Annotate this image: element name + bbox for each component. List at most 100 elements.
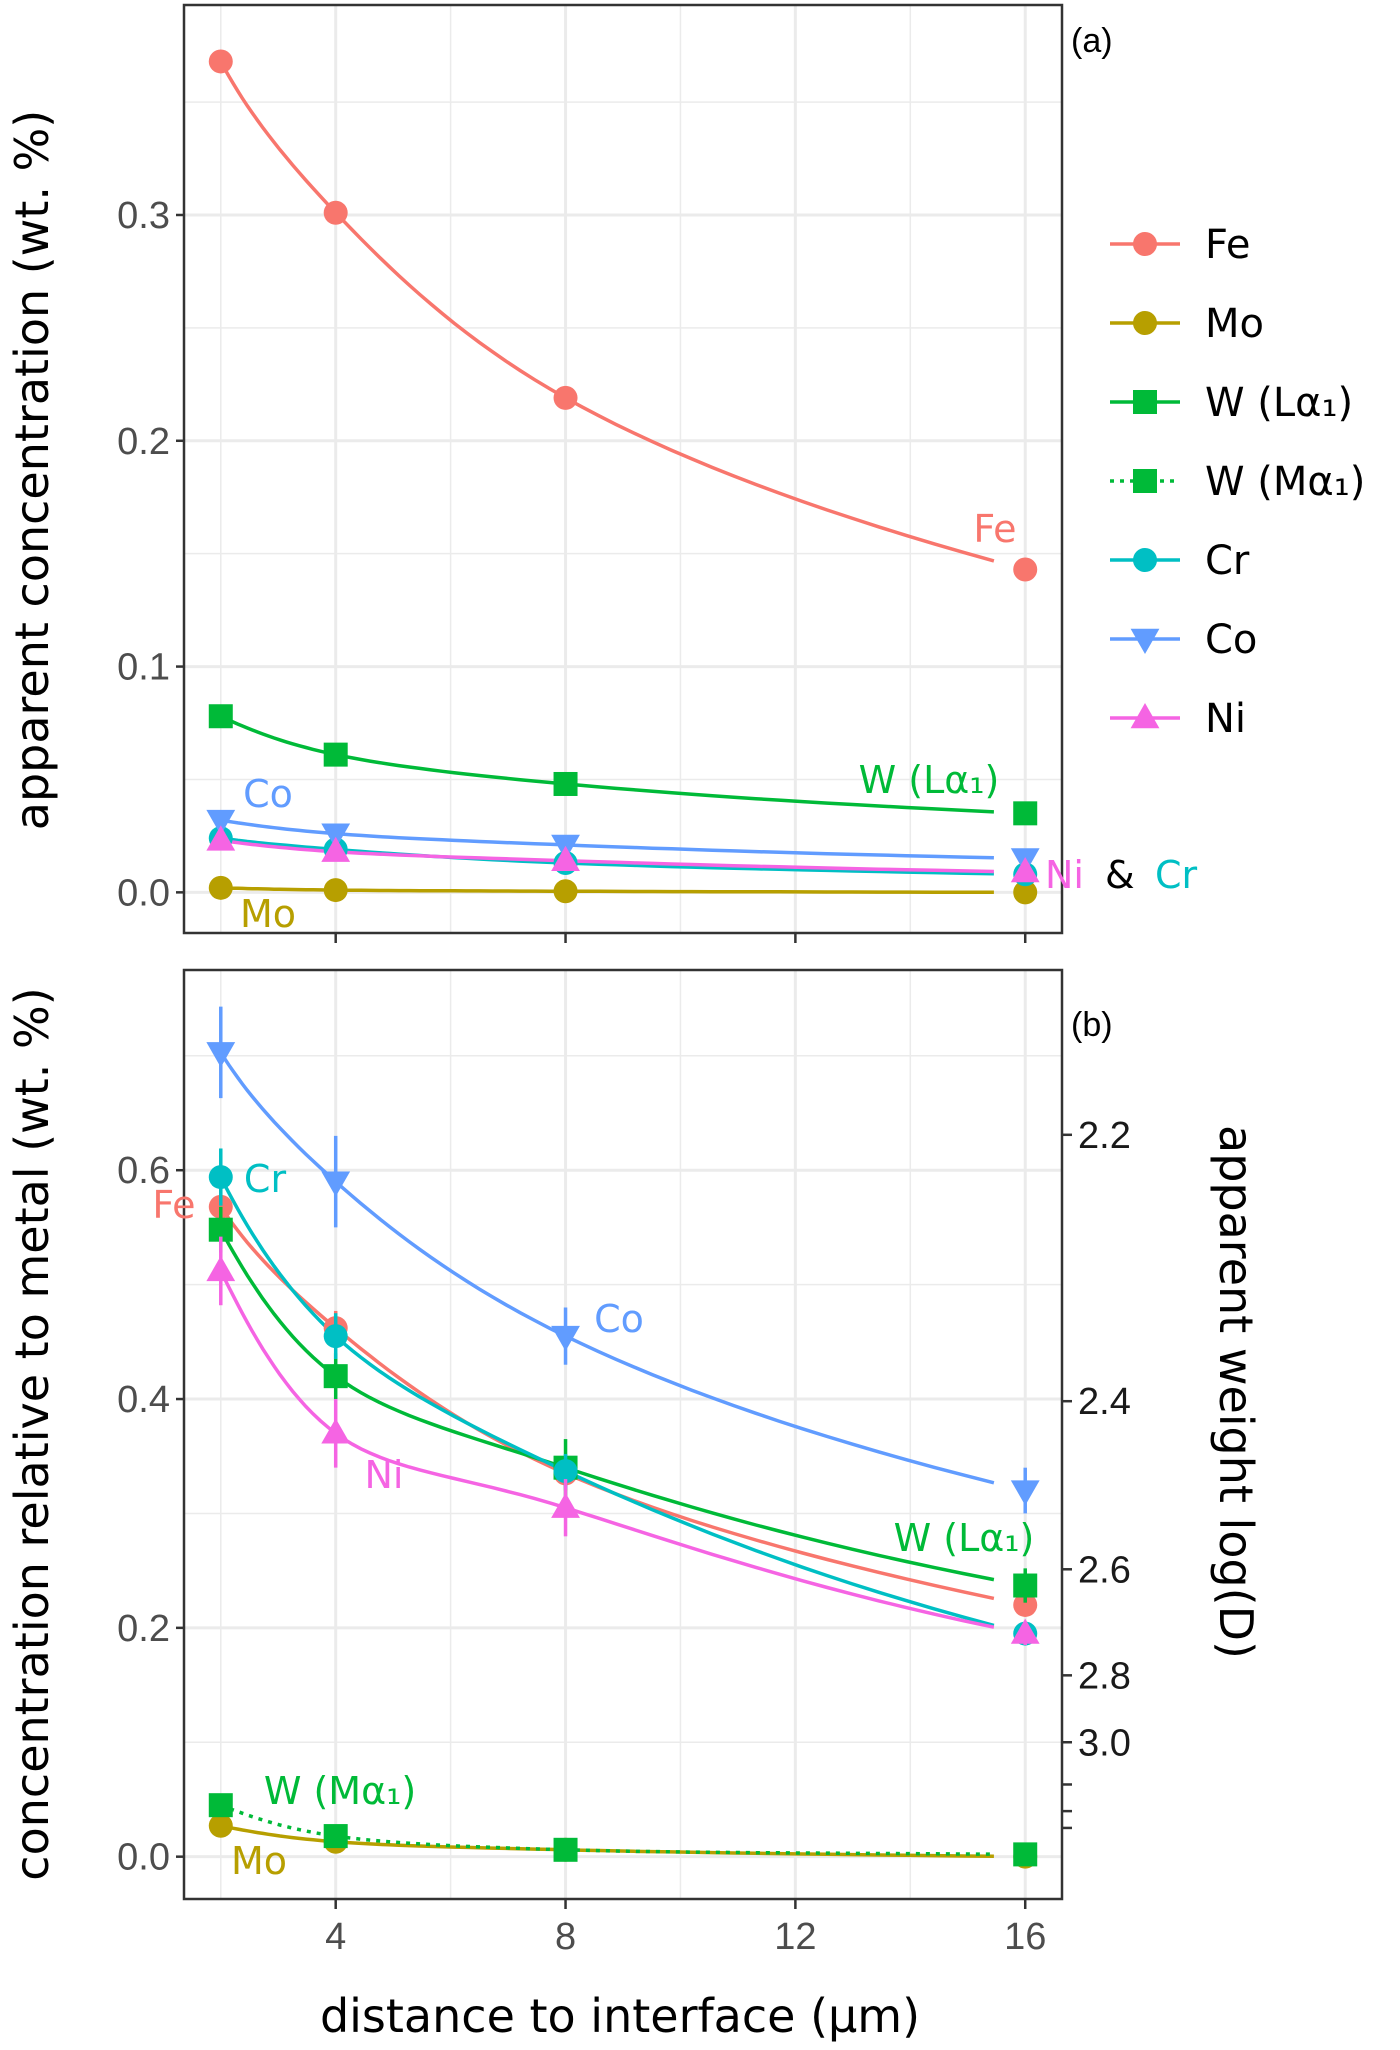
panel-a-border <box>182 3 1064 935</box>
data-point-ni <box>206 825 236 851</box>
data-point-cr <box>553 1459 578 1484</box>
panel-b-background <box>184 970 1062 1899</box>
legend-label: W (Lα₁) <box>1205 380 1353 426</box>
legend-item-co: Co <box>1110 617 1257 663</box>
annotation-mo: Mo <box>240 892 296 936</box>
data-point-ni <box>321 1418 351 1444</box>
legend-label: Mo <box>1205 301 1264 347</box>
legend-key-marker <box>1133 548 1157 572</box>
legend-label: Co <box>1205 617 1257 663</box>
data-point-co <box>1010 1480 1040 1506</box>
panel-b-lines <box>219 1051 995 1859</box>
annotation-w-ma1: W (Mα₁) <box>264 1769 416 1813</box>
annotation-ampersand: & <box>1105 853 1135 897</box>
panel-a-y-axis-title: apparent concentration (wt. %) <box>5 110 59 831</box>
data-point-fe <box>1013 557 1038 582</box>
y-tick-label: 0.3 <box>117 195 170 237</box>
data-point-cr <box>208 1165 233 1190</box>
series-line-co <box>220 818 994 860</box>
annotation-fe: Fe <box>973 507 1016 551</box>
series-line-fe <box>219 1205 995 1601</box>
data-point-ni <box>321 836 351 862</box>
data-point-w-l <box>1013 1573 1038 1598</box>
y-tick-label: 0.6 <box>117 1150 170 1192</box>
y2-tick-label: 3.0 <box>1078 1722 1131 1764</box>
legend-item-fe: Fe <box>1110 222 1250 268</box>
data-point-mo <box>553 879 578 904</box>
panel-b-label: (b) <box>1071 1006 1113 1044</box>
legend-item-mo: Mo <box>1110 301 1264 347</box>
data-point-w-l <box>323 1364 348 1389</box>
legend-key-marker <box>1133 469 1157 493</box>
legend-label: Fe <box>1205 222 1250 268</box>
data-point-w-l <box>208 704 233 729</box>
data-point-fe <box>553 385 578 410</box>
legend-item-w-l: W (Lα₁) <box>1110 380 1353 426</box>
data-point-co <box>321 823 351 849</box>
series-line-mo <box>220 886 994 895</box>
annotation-cr: Cr <box>1155 853 1198 897</box>
legend-key-marker <box>1133 390 1157 414</box>
y-tick-label: 0.4 <box>117 1379 170 1421</box>
panel-a: 0.0 0.1 0.2 0.3 (a) apparent concentration … <box>5 3 1365 943</box>
series-line-w-m <box>220 1803 994 1856</box>
legend: Fe Mo W (Lα₁) W (Mα₁) Cr Co Ni <box>1110 222 1365 742</box>
panel-a-ticks: 0.0 0.1 0.2 0.3 <box>117 195 1027 943</box>
x-tick-label: 16 <box>1004 1916 1046 1958</box>
annotation-ni: Ni <box>1045 853 1084 897</box>
annotation-mo: Mo <box>231 1839 287 1883</box>
series-line-ni <box>219 1270 995 1629</box>
legend-key-marker <box>1133 232 1157 256</box>
data-point-w-m <box>208 1793 233 1818</box>
y2-tick-label: 2.6 <box>1078 1549 1131 1591</box>
data-point-w-l <box>1013 801 1038 826</box>
data-point-cr <box>323 1324 348 1349</box>
series-line-cr <box>219 1176 995 1628</box>
data-point-w-l <box>323 742 348 767</box>
x-axis-title: distance to interface (µm) <box>320 1989 920 2043</box>
x-tick-label: 4 <box>325 1916 346 1958</box>
annotation-ni: Ni <box>365 1453 404 1497</box>
data-point-ni <box>1010 1618 1040 1644</box>
data-point-ni <box>1010 857 1040 883</box>
panel-a-annotations: Fe W (Lα₁) Co Mo Ni & Cr <box>240 507 1198 936</box>
legend-item-cr: Cr <box>1110 538 1250 584</box>
data-point-co <box>206 809 236 836</box>
annotation-w-la1: W (Lα₁) <box>894 1516 1035 1560</box>
data-point-mo <box>208 875 233 900</box>
x-tick-label: 8 <box>555 1916 576 1958</box>
data-point-mo <box>1013 880 1038 905</box>
data-point-co <box>321 1171 351 1197</box>
data-point-co <box>551 1325 580 1352</box>
data-point-ni <box>551 1492 580 1518</box>
data-point-ni <box>206 1255 236 1282</box>
data-point-ni <box>551 845 580 871</box>
data-point-w-l <box>553 771 578 796</box>
annotation-fe: Fe <box>152 1183 195 1227</box>
panel-b: 0.0 0.2 0.4 0.6 4 8 12 16 2.2 2.4 2.6 2.8 3.0 (b) co… <box>5 968 1263 2043</box>
legend-label: W (Mα₁) <box>1205 459 1365 505</box>
data-point-w-m <box>1013 1842 1038 1867</box>
legend-key-marker <box>1130 628 1160 654</box>
y-tick-label: 0.0 <box>117 1837 170 1879</box>
x-tick-label: 12 <box>774 1916 816 1958</box>
y-tick-label: 0.1 <box>117 647 170 689</box>
data-point-mo <box>208 1813 233 1838</box>
panel-b-ticks: 0.0 0.2 0.4 0.6 4 8 12 16 2.2 2.4 2.6 2.8 3.0 <box>117 1115 1131 1958</box>
series-line-ni <box>220 838 994 874</box>
panel-b-y-axis-title: concentration relative to metal (wt. %) <box>5 987 59 1880</box>
legend-item-ni: Ni <box>1110 696 1246 742</box>
data-point-fe <box>1013 1592 1038 1617</box>
y-tick-label: 0.2 <box>117 421 170 463</box>
legend-label: Cr <box>1205 538 1250 584</box>
data-point-w-m <box>323 1824 348 1849</box>
series-line-fe <box>219 60 995 563</box>
y2-tick-label: 2.8 <box>1078 1655 1131 1697</box>
legend-key-marker <box>1133 311 1157 335</box>
legend-label: Ni <box>1205 696 1246 742</box>
series-line-w-l <box>220 714 994 814</box>
y2-tick-label: 2.2 <box>1078 1115 1131 1157</box>
legend-item-w-m: W (Mα₁) <box>1110 459 1365 505</box>
legend-key-marker <box>1130 703 1160 729</box>
